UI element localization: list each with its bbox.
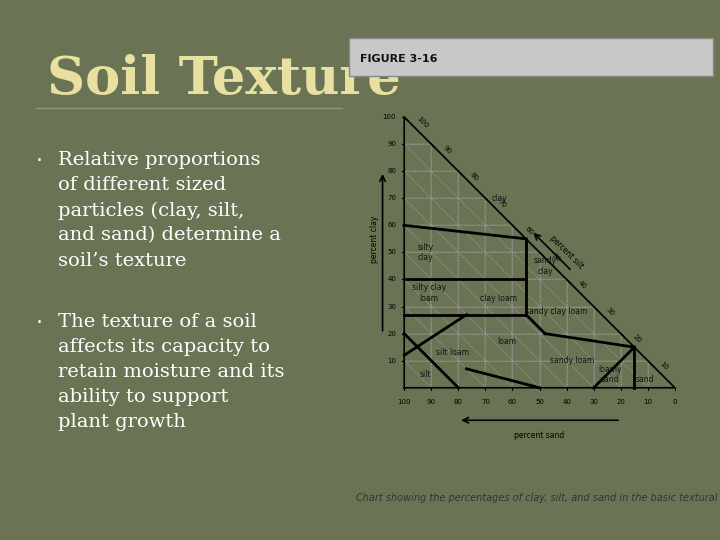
Text: 40: 40 — [387, 276, 396, 282]
Text: 60: 60 — [508, 399, 517, 404]
Text: FIGURE 3-16: FIGURE 3-16 — [360, 54, 438, 64]
Text: 40: 40 — [577, 280, 588, 290]
Text: clay loam: clay loam — [480, 294, 518, 303]
Text: 20: 20 — [387, 330, 396, 336]
Text: percent clay: percent clay — [370, 215, 379, 262]
Text: 10: 10 — [644, 399, 652, 404]
Text: 70: 70 — [481, 399, 490, 404]
Text: 0: 0 — [672, 399, 678, 404]
Text: 60: 60 — [523, 225, 534, 236]
Text: clay: clay — [491, 194, 507, 202]
Text: 60: 60 — [387, 222, 396, 228]
Text: 40: 40 — [562, 399, 571, 404]
Text: percent silt: percent silt — [548, 234, 585, 271]
Text: sand: sand — [636, 375, 654, 384]
Text: silty clay
loam: silty clay loam — [412, 284, 446, 303]
Text: 90: 90 — [427, 399, 436, 404]
Text: ·: · — [36, 313, 43, 333]
Text: 90: 90 — [442, 144, 453, 155]
Text: 100: 100 — [415, 116, 429, 130]
Text: 90: 90 — [387, 141, 396, 147]
Text: percent sand: percent sand — [515, 431, 564, 440]
Text: silt: silt — [420, 370, 432, 379]
Text: 80: 80 — [469, 171, 480, 182]
Text: 30: 30 — [589, 399, 598, 404]
Text: 30: 30 — [387, 303, 396, 309]
Text: loamy
sand: loamy sand — [598, 364, 621, 384]
Text: silty
clay: silty clay — [418, 242, 434, 262]
Text: loam: loam — [498, 338, 516, 346]
Text: Chart showing the percentages of clay, silt, and sand in the basic textural clas: Chart showing the percentages of clay, s… — [356, 494, 720, 503]
Text: 20: 20 — [631, 334, 642, 345]
Text: 100: 100 — [397, 399, 411, 404]
Text: ·: · — [36, 151, 43, 171]
Text: silt loam: silt loam — [436, 348, 469, 357]
Text: sandy loam: sandy loam — [550, 356, 594, 365]
FancyBboxPatch shape — [349, 38, 713, 76]
Text: The texture of a soil
affects its capacity to
retain moisture and its
ability to: The texture of a soil affects its capaci… — [58, 313, 284, 431]
Text: 70: 70 — [387, 195, 396, 201]
Text: 30: 30 — [605, 307, 615, 318]
Text: 10: 10 — [387, 357, 396, 363]
Text: 80: 80 — [454, 399, 463, 404]
Text: 50: 50 — [387, 249, 396, 255]
Text: Relative proportions
of different sized
particles (clay, silt,
and sand) determi: Relative proportions of different sized … — [58, 151, 281, 269]
Text: 80: 80 — [387, 168, 396, 174]
Text: 70: 70 — [496, 198, 507, 209]
Text: 10: 10 — [659, 361, 670, 372]
Text: Soil Texture: Soil Texture — [47, 54, 400, 105]
Text: 20: 20 — [616, 399, 625, 404]
Text: sandy
clay: sandy clay — [534, 256, 557, 275]
Text: 50: 50 — [535, 399, 544, 404]
Text: 100: 100 — [382, 114, 396, 120]
Text: 50: 50 — [550, 253, 561, 263]
Text: sandy clay loam: sandy clay loam — [525, 307, 587, 316]
